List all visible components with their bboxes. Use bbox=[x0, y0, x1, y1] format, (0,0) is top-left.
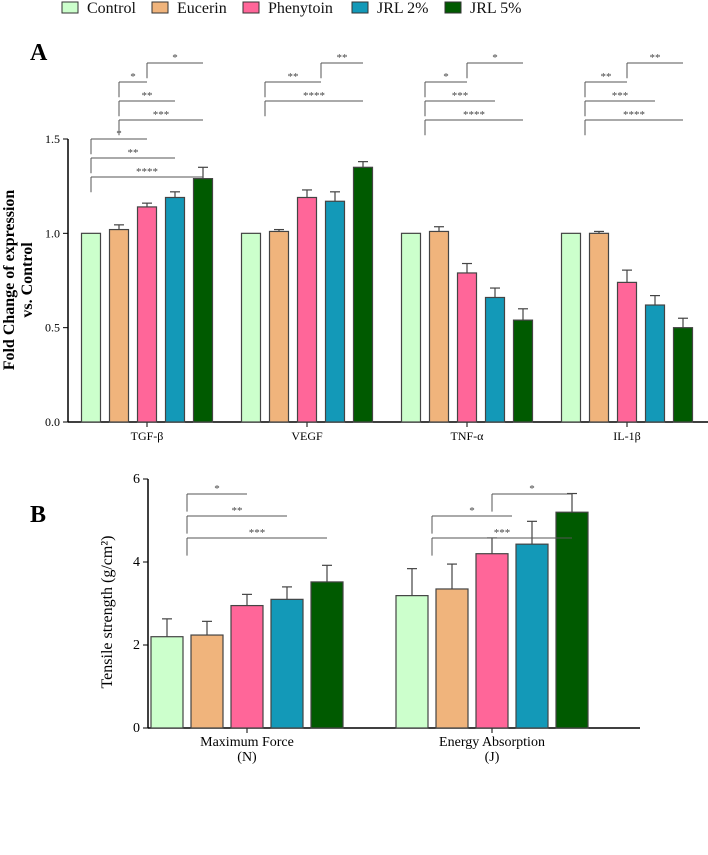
significance-label: **** bbox=[136, 166, 158, 178]
bar bbox=[435, 588, 469, 729]
legend-swatch bbox=[242, 1, 260, 14]
bar bbox=[428, 230, 450, 423]
panel-label: B bbox=[30, 502, 46, 528]
bar bbox=[616, 281, 638, 423]
bar bbox=[192, 178, 214, 423]
bar bbox=[400, 232, 422, 423]
significance-label: ** bbox=[650, 52, 661, 64]
y-tick-label: 1.5 bbox=[45, 132, 60, 146]
bar bbox=[324, 200, 346, 423]
significance-label: * bbox=[172, 52, 178, 64]
bar bbox=[512, 319, 534, 423]
x-tick-label: TNF-α bbox=[451, 429, 485, 443]
bar bbox=[352, 166, 374, 423]
legend-label: Control bbox=[87, 0, 136, 17]
bar bbox=[555, 511, 589, 729]
y-tick-label: 6 bbox=[133, 472, 140, 487]
x-tick-label: IL-1β bbox=[613, 429, 640, 443]
bar bbox=[296, 196, 318, 423]
x-tick-label: (N) bbox=[237, 750, 257, 765]
significance-label: ** bbox=[601, 71, 612, 83]
significance-label: * bbox=[130, 71, 136, 83]
y-axis-title: Fold Change of expression bbox=[1, 190, 18, 371]
legend-swatch bbox=[444, 1, 462, 14]
bar bbox=[230, 604, 264, 729]
significance-label: * bbox=[529, 483, 535, 495]
x-tick-label: Maximum Force bbox=[200, 735, 294, 750]
y-tick-label: 0.0 bbox=[45, 415, 60, 429]
y-tick-label: 0 bbox=[133, 721, 140, 736]
x-tick-label: VEGF bbox=[291, 429, 323, 443]
x-tick-label: Energy Absorption bbox=[439, 735, 545, 750]
x-tick-label: (J) bbox=[485, 750, 500, 765]
bar bbox=[240, 232, 262, 423]
significance-label: *** bbox=[452, 90, 469, 102]
y-tick-label: 2 bbox=[133, 638, 140, 653]
significance-label: * bbox=[469, 505, 475, 517]
legend-label: JRL 5% bbox=[470, 0, 521, 17]
bar bbox=[270, 598, 304, 729]
significance-label: ** bbox=[288, 71, 299, 83]
bar bbox=[310, 581, 344, 729]
legend-label: Eucerin bbox=[177, 0, 227, 17]
significance-label: * bbox=[492, 52, 498, 64]
legend-label: Phenytoin bbox=[268, 0, 333, 17]
significance-label: **** bbox=[303, 90, 325, 102]
legend-swatch bbox=[151, 1, 169, 14]
bar bbox=[136, 206, 158, 423]
bar bbox=[644, 304, 666, 423]
bar bbox=[80, 232, 102, 423]
y-axis-title: vs. Control bbox=[19, 242, 36, 318]
bar bbox=[164, 196, 186, 423]
significance-label: ** bbox=[142, 90, 153, 102]
bar bbox=[484, 296, 506, 423]
legend-swatch bbox=[351, 1, 369, 14]
significance-label: *** bbox=[494, 527, 511, 539]
significance-label: *** bbox=[153, 109, 170, 121]
significance-label: *** bbox=[249, 527, 266, 539]
bar bbox=[672, 327, 694, 423]
legend-label: JRL 2% bbox=[377, 0, 428, 17]
significance-label: ** bbox=[337, 52, 348, 64]
y-tick-label: 4 bbox=[133, 555, 140, 570]
bar bbox=[560, 232, 582, 423]
significance-label: ** bbox=[232, 505, 243, 517]
bar bbox=[395, 595, 429, 729]
bar bbox=[108, 228, 130, 423]
y-tick-label: 1.0 bbox=[45, 226, 60, 240]
bar bbox=[475, 553, 509, 729]
bar bbox=[268, 230, 290, 423]
significance-label: * bbox=[214, 483, 220, 495]
legend-swatch bbox=[61, 1, 79, 14]
significance-label: ** bbox=[128, 147, 139, 159]
panel-label: A bbox=[30, 40, 48, 66]
bar bbox=[588, 232, 610, 423]
x-tick-label: TGF-β bbox=[131, 429, 164, 443]
bar bbox=[150, 636, 184, 729]
significance-label: **** bbox=[623, 109, 645, 121]
y-axis-title: Tensile strength (g/cm²) bbox=[99, 536, 116, 689]
significance-label: *** bbox=[612, 90, 629, 102]
bar bbox=[190, 634, 224, 729]
bar bbox=[456, 272, 478, 423]
significance-label: * bbox=[443, 71, 449, 83]
bar bbox=[515, 543, 549, 729]
y-tick-label: 0.5 bbox=[45, 321, 60, 335]
significance-label: **** bbox=[463, 109, 485, 121]
